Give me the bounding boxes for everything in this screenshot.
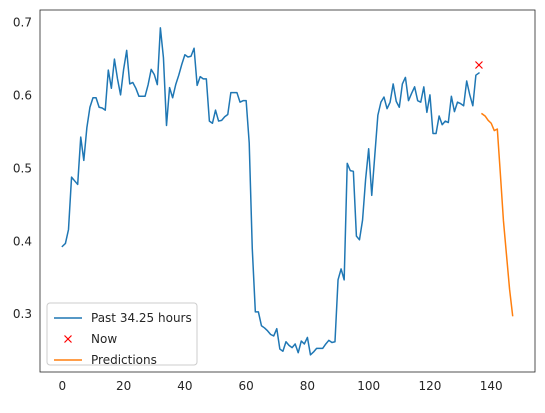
y-axis-ticks: 0.3 0.4 0.5 0.6 0.7 [13, 16, 32, 321]
legend-label: Predictions [91, 353, 157, 367]
plot-area [61, 27, 514, 356]
y-tick-label: 0.7 [13, 16, 32, 30]
series-line-2 [480, 112, 514, 317]
legend-item: Now [64, 332, 117, 346]
x-tick-label: 100 [357, 379, 380, 393]
x-tick-label: 140 [480, 379, 503, 393]
series-line-0 [61, 27, 480, 356]
legend-label: Now [91, 332, 117, 346]
legend-swatch [64, 335, 72, 343]
y-tick-label: 0.4 [13, 234, 32, 248]
legend-box [46, 302, 198, 366]
axes-frame [39, 9, 536, 373]
x-tick-label: 40 [177, 379, 192, 393]
x-tick-label: 60 [239, 379, 254, 393]
legend: Past 34.25 hours Now Predictions [46, 302, 198, 367]
legend-item: Predictions [54, 353, 157, 367]
y-tick-label: 0.5 [13, 161, 32, 175]
y-tick-label: 0.3 [13, 307, 32, 321]
legend-item: Past 34.25 hours [54, 311, 192, 325]
y-tick-label: 0.6 [13, 89, 32, 103]
x-tick-label: 120 [418, 379, 441, 393]
x-tick-label: 80 [300, 379, 315, 393]
now-marker [475, 61, 483, 69]
x-axis-ticks: 0 20 40 60 80 100 120 140 [59, 379, 503, 393]
legend-label: Past 34.25 hours [91, 311, 192, 325]
x-tick-label: 0 [59, 379, 67, 393]
x-tick-label: 20 [116, 379, 131, 393]
